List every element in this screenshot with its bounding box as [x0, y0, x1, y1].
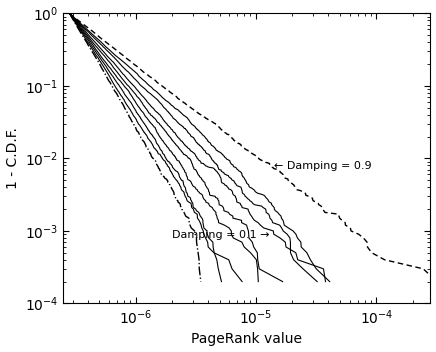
X-axis label: PageRank value: PageRank value [191, 332, 303, 346]
Y-axis label: 1 - C.D.F.: 1 - C.D.F. [6, 127, 20, 189]
Text: ← Damping = 0.9: ← Damping = 0.9 [274, 161, 371, 171]
Text: Damping = 0.1 →: Damping = 0.1 → [172, 230, 269, 239]
